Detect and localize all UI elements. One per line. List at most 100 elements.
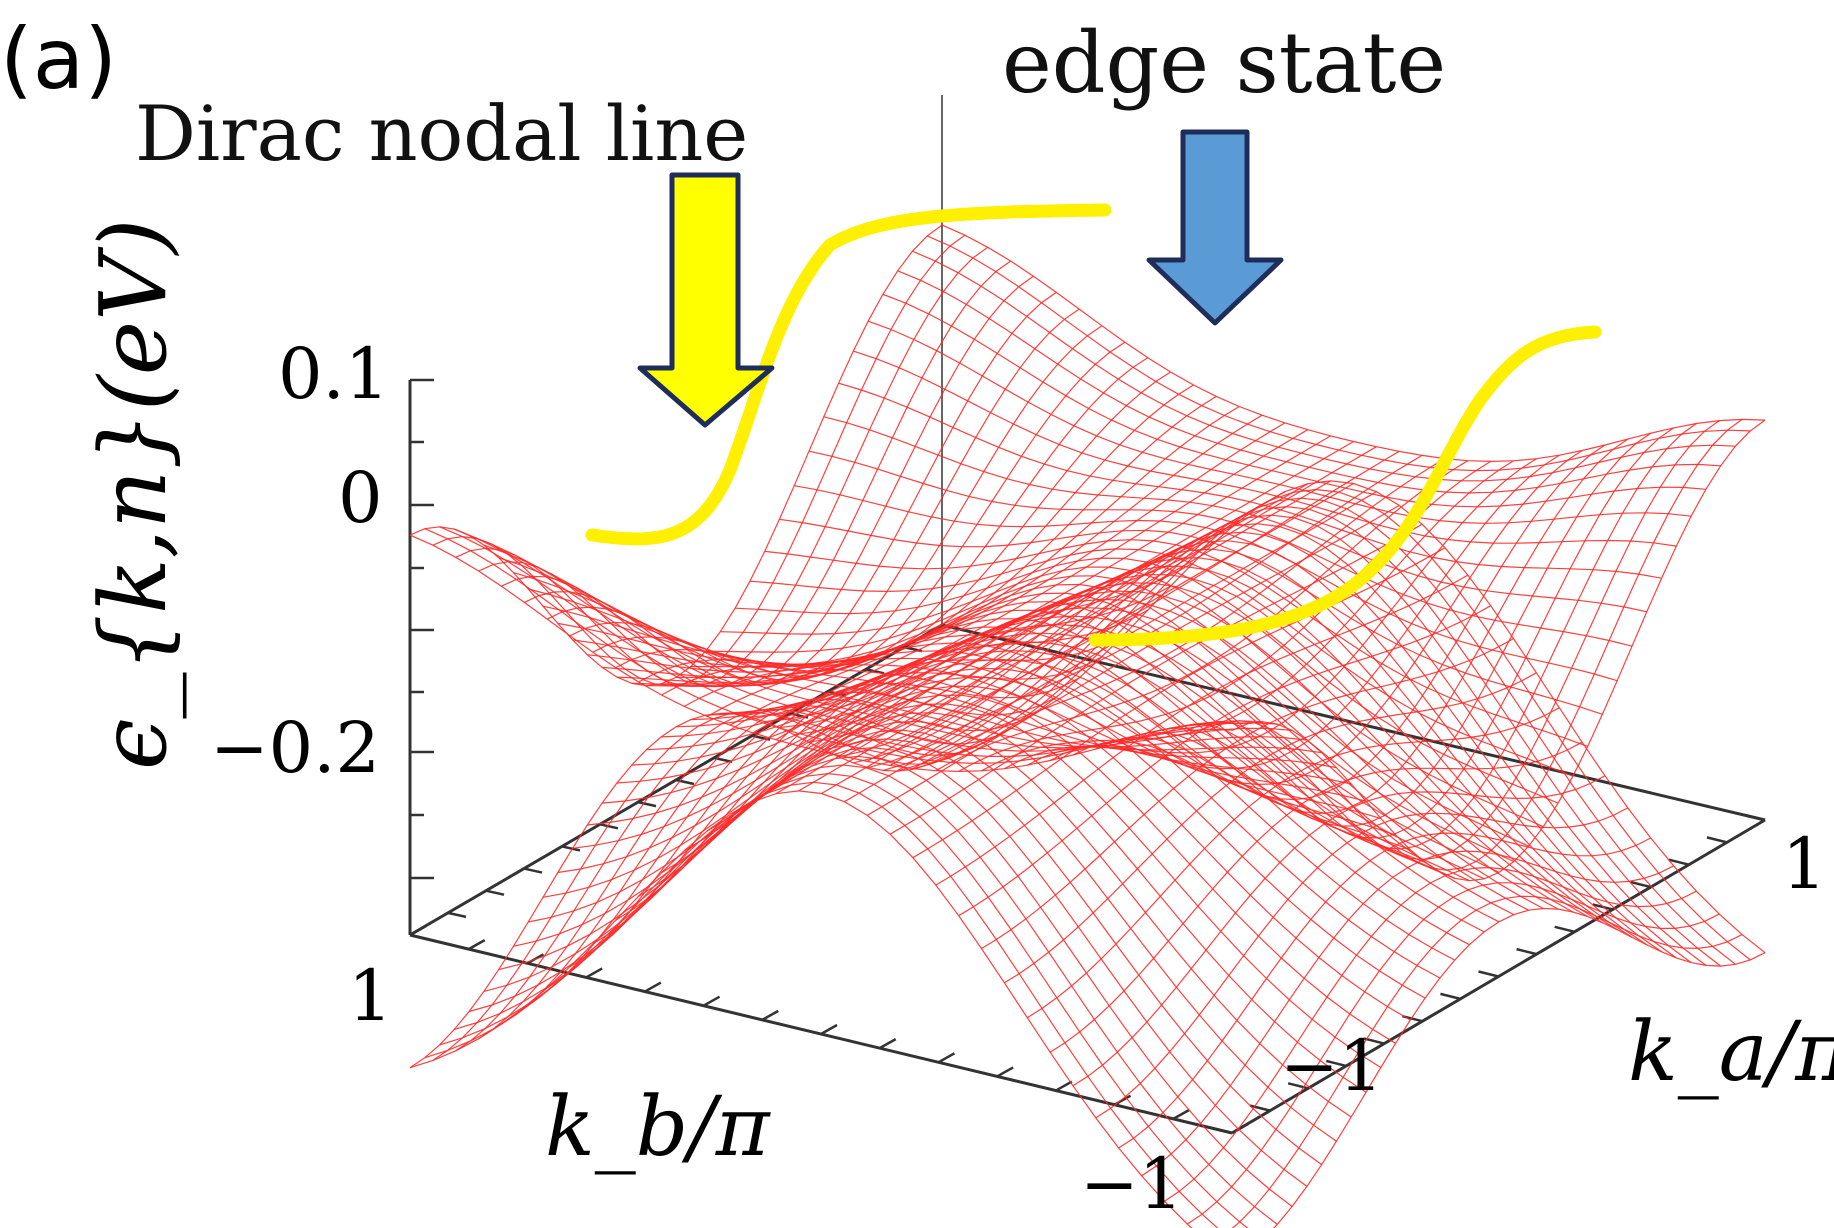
kb-axis-tick bbox=[937, 1052, 956, 1064]
mesh-line-lower-ka bbox=[981, 638, 1514, 950]
mesh-line-lower-ka bbox=[569, 656, 1103, 968]
mesh-line-upper-kb bbox=[823, 416, 1647, 613]
mesh-line-upper-ka bbox=[1072, 444, 1606, 801]
mesh-line-lower-kb bbox=[720, 607, 1544, 910]
mesh-line-upper-kb bbox=[794, 485, 1618, 682]
kb-axis-tick bbox=[1172, 1108, 1190, 1120]
mesh-line-lower-kb bbox=[853, 531, 1677, 959]
z-tick-label-0: 0 bbox=[338, 457, 383, 539]
mesh-line-lower-kb bbox=[646, 649, 1470, 946]
mesh-line-upper-kb bbox=[483, 544, 1307, 748]
kb-axis-tick bbox=[1231, 1122, 1249, 1135]
kb-axis-tick bbox=[761, 1009, 779, 1021]
kb-axis-tick bbox=[1055, 1080, 1073, 1092]
mesh-line-upper-ka bbox=[524, 291, 1057, 686]
mesh-line-upper-kb bbox=[941, 224, 1766, 463]
mesh-line-lower-kb bbox=[483, 746, 1308, 1187]
ka-axis-tick bbox=[1211, 1126, 1233, 1135]
mesh-line-upper-kb bbox=[779, 518, 1603, 715]
floor-tick bbox=[675, 778, 695, 786]
kb-axis-label: k_b/π bbox=[545, 1080, 772, 1175]
ka-axis-tick bbox=[1325, 1059, 1347, 1068]
ka-axis-tick bbox=[1516, 947, 1537, 956]
kb-axis-tick bbox=[585, 967, 603, 979]
ka-axis-tick bbox=[1363, 1037, 1385, 1045]
edge-state-arrow bbox=[1146, 129, 1284, 326]
mesh-line-lower-ka bbox=[1049, 741, 1583, 1053]
ka-tick-label-neg1: −1 bbox=[1280, 1025, 1383, 1107]
ka-axis-tick bbox=[1706, 836, 1728, 844]
mesh-line-upper-kb bbox=[646, 609, 1470, 882]
ka-axis-label: k_a/π bbox=[1628, 1005, 1834, 1100]
mesh-line-upper-kb bbox=[764, 539, 1588, 747]
mesh-line-lower-kb bbox=[439, 772, 1249, 1228]
floor-tick bbox=[599, 823, 619, 830]
axes-box bbox=[408, 95, 1766, 1135]
floor-tick bbox=[485, 889, 505, 896]
mesh-line-upper-kb bbox=[587, 642, 1411, 851]
kb-axis-tick bbox=[644, 981, 662, 993]
mesh-line-upper-kb bbox=[735, 557, 1559, 804]
z-axis-label: ϵ_{k,n}(eV) bbox=[80, 218, 187, 770]
kb-axis-tick bbox=[879, 1038, 897, 1050]
mesh-line-lower-kb bbox=[602, 676, 1426, 999]
mesh-line-upper-kb bbox=[926, 235, 1751, 472]
mesh-line-upper-kb bbox=[867, 320, 1692, 524]
mesh-line-lower-kb bbox=[557, 703, 1382, 1069]
mesh-line-upper-kb bbox=[808, 450, 1633, 647]
axis-ticks bbox=[409, 378, 1766, 1135]
dirac-nodal-line-left bbox=[585, 203, 1112, 546]
mesh-line-upper-kb bbox=[912, 250, 1736, 482]
mesh-line-lower-kb bbox=[838, 540, 1662, 953]
ka-axis-tick bbox=[1668, 858, 1690, 866]
dirac-nodal-line-right bbox=[1088, 325, 1602, 647]
mesh-line-lower-kb bbox=[616, 667, 1441, 979]
panel-label: (a) bbox=[0, 10, 117, 108]
mesh-line-lower-kb bbox=[897, 505, 1722, 967]
kb-axis-tick bbox=[820, 1023, 838, 1036]
mesh-line-lower-kb bbox=[572, 694, 1396, 1044]
mesh-line-upper-kb bbox=[616, 626, 1441, 873]
mesh-line-lower-kb bbox=[823, 548, 1648, 946]
mesh-line-lower-kb bbox=[587, 685, 1411, 1021]
mesh-line-upper-kb bbox=[882, 293, 1706, 508]
mesh-line-upper-kb bbox=[897, 270, 1721, 494]
band-surface-mesh bbox=[409, 224, 1766, 1228]
ka-axis-tick bbox=[1249, 1104, 1271, 1112]
floor-tick bbox=[447, 911, 467, 919]
mesh-line-upper-kb bbox=[572, 639, 1396, 836]
edge-state-label: edge state bbox=[1002, 14, 1446, 112]
mesh-line-lower-kb bbox=[409, 790, 1193, 1228]
mesh-line-lower-ka bbox=[798, 480, 1331, 792]
ka-axis-tick bbox=[1630, 880, 1652, 889]
kb-tick-label-1: 1 bbox=[348, 955, 393, 1037]
mesh-line-upper-kb bbox=[468, 534, 1293, 749]
mesh-line-upper-ka bbox=[478, 260, 1011, 688]
mesh-line-lower-kb bbox=[528, 720, 1352, 1118]
ka-axis-tick bbox=[1478, 970, 1499, 978]
mesh-line-lower-ka bbox=[1118, 832, 1651, 1149]
mesh-line-lower-kb bbox=[779, 574, 1603, 924]
ka-tick-label-1: 1 bbox=[1782, 823, 1827, 905]
ka-axis-tick bbox=[1554, 925, 1575, 933]
mesh-line-lower-kb bbox=[690, 623, 1515, 916]
kb-axis-tick bbox=[702, 995, 721, 1007]
mesh-line-lower-kb bbox=[794, 565, 1618, 931]
dirac-nodal-line-label: Dirac nodal line bbox=[135, 89, 748, 178]
mesh-line-lower-kb bbox=[912, 497, 1736, 965]
mesh-line-lower-kb bbox=[542, 712, 1367, 1093]
mesh-line-lower-kb bbox=[941, 480, 1766, 954]
floor-tick bbox=[561, 845, 581, 852]
mesh-line-lower-kb bbox=[675, 632, 1500, 923]
kb-tick-label-neg1: −1 bbox=[1080, 1143, 1183, 1225]
z-tick-label-neg0.2: −0.2 bbox=[210, 707, 380, 789]
mesh-line-lower-kb bbox=[631, 658, 1455, 961]
mesh-line-lower-kb bbox=[808, 557, 1633, 938]
mesh-line-lower-kb bbox=[867, 523, 1692, 964]
ka-axis-tick bbox=[1440, 992, 1461, 1001]
mesh-line-upper-kb bbox=[631, 618, 1455, 879]
mesh-line-lower-kb bbox=[661, 641, 1485, 933]
mesh-line-upper-kb bbox=[838, 382, 1662, 579]
floor-tick bbox=[523, 867, 543, 874]
